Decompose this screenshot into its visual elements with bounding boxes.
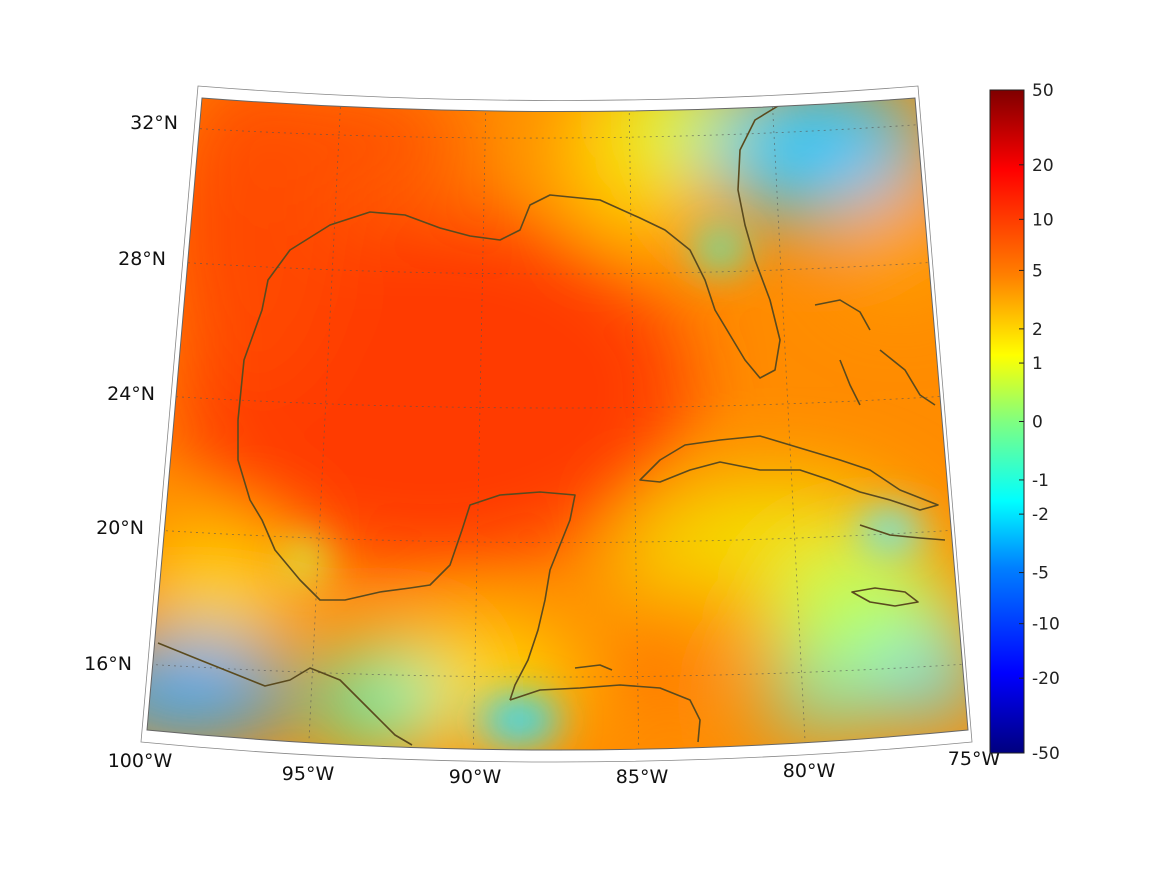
coast-jamaica bbox=[851, 587, 919, 607]
colorbar-tick-label: -20 bbox=[1032, 669, 1060, 689]
coast-bahamas-1 bbox=[814, 299, 871, 331]
grid-lat-28 bbox=[175, 261, 939, 275]
lon-tick-labels: 100°W 95°W 90°W 85°W 80°W 75°W bbox=[108, 748, 1001, 788]
colorbar-tick-label: -10 bbox=[1032, 615, 1060, 635]
colorbar-tick-label: 1 bbox=[1032, 354, 1043, 374]
colorbar-tick-label: -50 bbox=[1032, 744, 1060, 764]
lat-tick-32: 32°N bbox=[130, 112, 178, 134]
lat-tick-20: 20°N bbox=[96, 517, 144, 539]
lat-tick-28: 28°N bbox=[118, 248, 166, 270]
colorbar-tick-label: 5 bbox=[1032, 261, 1043, 281]
grid-lat-24 bbox=[163, 395, 949, 409]
lat-tick-16: 16°N bbox=[84, 653, 132, 675]
coast-mexico-east bbox=[237, 420, 576, 701]
map-area bbox=[140, 85, 973, 763]
colorbar-bar bbox=[989, 89, 1025, 754]
coast-central-america bbox=[509, 684, 701, 743]
colorbar-tick-label: -2 bbox=[1032, 505, 1049, 525]
coast-bahamas-3 bbox=[879, 349, 936, 406]
field-layer bbox=[147, 98, 968, 750]
coastlines bbox=[157, 105, 946, 746]
lat-tick-24: 24°N bbox=[107, 383, 155, 405]
graticule bbox=[147, 98, 968, 750]
lon-tick-90: 90°W bbox=[449, 766, 502, 788]
map-frame bbox=[146, 97, 969, 751]
colorbar-tick-label: 50 bbox=[1032, 81, 1054, 101]
lon-tick-80: 80°W bbox=[783, 760, 836, 782]
lon-tick-100: 100°W bbox=[108, 750, 173, 772]
colorbar-tick-label: 2 bbox=[1032, 320, 1043, 340]
grid-lon-85 bbox=[628, 98, 640, 750]
map-frame-outer bbox=[140, 85, 973, 763]
coast-honduras-islands bbox=[574, 664, 613, 671]
coast-cuba bbox=[639, 435, 939, 511]
lon-tick-75: 75°W bbox=[948, 748, 1001, 770]
colorbar-tick-label: -1 bbox=[1032, 471, 1049, 491]
coast-us-gulf bbox=[237, 105, 781, 421]
colorbar-tick-label: 10 bbox=[1032, 210, 1054, 230]
grid-lat-16 bbox=[147, 663, 968, 678]
coast-hispaniola-edge bbox=[859, 524, 946, 541]
coast-pacific-mexico bbox=[157, 642, 413, 746]
lon-tick-85: 85°W bbox=[616, 766, 669, 788]
lat-tick-labels: 32°N 28°N 24°N 20°N 16°N bbox=[84, 112, 178, 675]
colorbar-tick-label: 0 bbox=[1032, 413, 1043, 433]
colorbar-tick-label: 20 bbox=[1032, 156, 1054, 176]
grid-lon-90 bbox=[472, 98, 487, 750]
coast-bahamas-2 bbox=[839, 359, 861, 406]
lon-tick-95: 95°W bbox=[282, 763, 335, 785]
colorbar-tick-label: -5 bbox=[1032, 564, 1049, 584]
